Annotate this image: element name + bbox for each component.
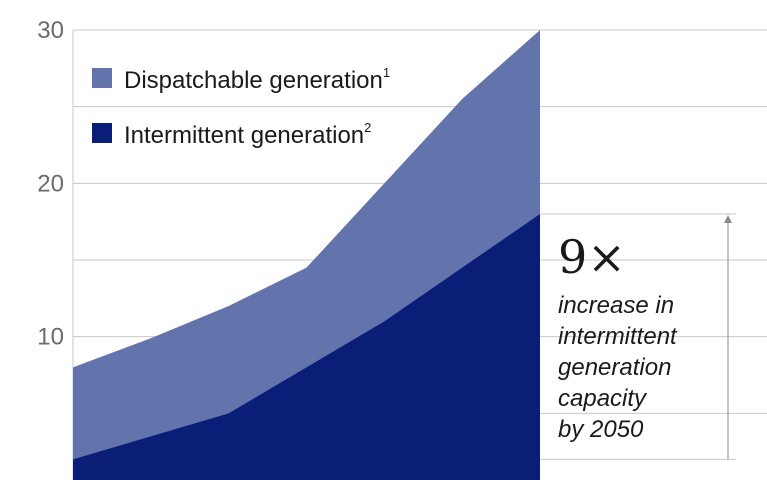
legend-intermittent-footnote: 2 <box>364 120 371 135</box>
legend-dispatchable-footnote: 1 <box>383 65 390 80</box>
y-axis-tick-labels: 10 20 30 <box>37 17 64 351</box>
y-tick-label-20: 20 <box>37 170 64 197</box>
legend: Dispatchable generation1 Intermittent gen… <box>92 65 390 149</box>
callout-line-5: by 2050 <box>558 416 644 443</box>
callout-line-1: increase in <box>558 292 675 319</box>
area-intermittent-generation <box>73 214 540 480</box>
legend-dispatchable-label: Dispatchable generation1 <box>124 65 390 94</box>
callout-arrowhead-icon <box>724 215 732 223</box>
y-tick-label-30: 30 <box>37 17 64 44</box>
callout-text: increase in intermittent generation capa… <box>558 290 728 445</box>
callout-annotation: 9× increase in intermittent generation c… <box>558 228 728 445</box>
callout-line-4: capacity <box>558 385 647 412</box>
y-tick-label-10: 10 <box>37 324 64 351</box>
callout-line-2: intermittent <box>558 323 677 350</box>
legend-intermittent-label: Intermittent generation2 <box>124 120 371 149</box>
callout-multiplier: 9× <box>558 230 626 284</box>
chart-areas <box>73 30 540 480</box>
legend-intermittent-swatch <box>92 123 112 143</box>
legend-dispatchable-swatch <box>92 68 112 88</box>
callout-line-3: generation <box>558 354 672 381</box>
callout-bracket <box>540 213 736 460</box>
